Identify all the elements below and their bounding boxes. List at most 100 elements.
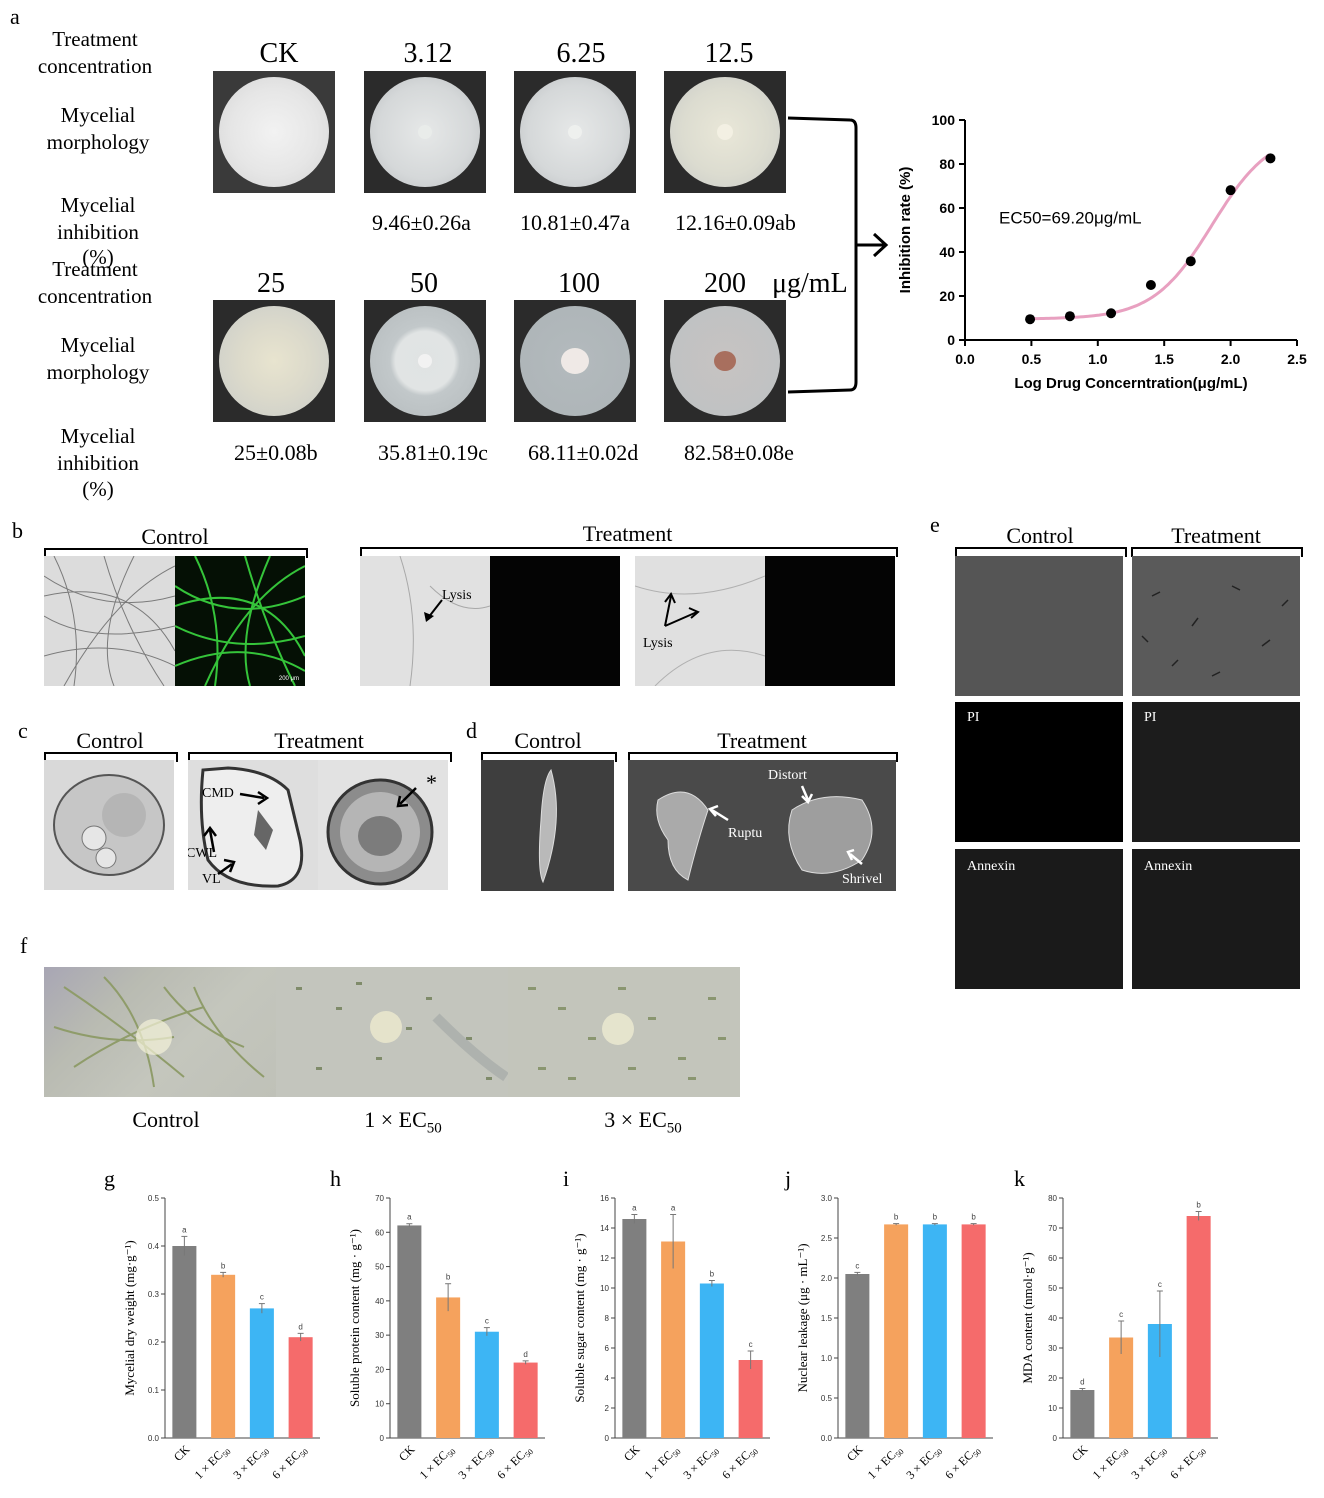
category-subscript: 50: [484, 1447, 496, 1459]
x-tick-label: 2.0: [1221, 351, 1241, 367]
row-label-mycelial-inhibition-2: Mycelial inhibition: [57, 424, 139, 475]
panel-b-control-bracket: [44, 548, 308, 558]
microscopy-treatment2-fluorescence: [765, 556, 895, 686]
petri-dish-50: [364, 300, 486, 422]
microscopy-control-fluorescence: 200 μm: [175, 556, 305, 686]
bar: [436, 1297, 461, 1438]
panel-label-h: h: [330, 1166, 341, 1191]
significance-letter: c: [485, 1317, 489, 1326]
inhibition-value: 10.81±0.47a: [520, 210, 630, 235]
significance-letter: a: [182, 1225, 187, 1234]
significance-letter: b: [1196, 1201, 1201, 1210]
bar: [1109, 1337, 1134, 1438]
panel-label-i: i: [563, 1166, 570, 1191]
category-subscript: 50: [932, 1447, 944, 1459]
significance-letter: d: [523, 1350, 527, 1359]
category-label: 3 × EC50: [1128, 1442, 1169, 1483]
y-tick-label: 2.0: [821, 1274, 833, 1283]
f-caption-3xec50: 3 × EC50: [578, 1107, 708, 1137]
category-label: 1 × EC50: [417, 1442, 458, 1483]
flow-treatment-annexin: Annexin: [1132, 849, 1300, 989]
y-tick-label: 60: [939, 200, 955, 216]
microscopy-f-1xec50: [276, 967, 508, 1097]
bar: [1070, 1390, 1095, 1438]
bracket-arrow-icon: [787, 116, 889, 394]
bar: [397, 1225, 422, 1438]
inhibition-value: 68.11±0.02d: [528, 440, 639, 465]
panel-b-treatment-bracket: [360, 547, 898, 557]
unit-label: μg/mL: [772, 268, 848, 299]
bar: [845, 1274, 870, 1438]
cwl-label: CWL: [188, 846, 218, 861]
microscopy-treatment1-brightfield: Lysis: [360, 556, 490, 686]
rupture-label: Rupture: [728, 826, 762, 841]
inhibition-value: 9.46±0.26a: [372, 210, 471, 235]
y-tick-label: 100: [932, 112, 956, 128]
petri-dish-200: [664, 300, 786, 422]
microscopy-f-control: [44, 967, 276, 1097]
panel-d-treatment-bracket: [628, 752, 898, 762]
bar-chart-y-axis-label: Soluble sugar content (mg · g⁻¹): [572, 1233, 587, 1402]
inhibition-value: 35.81±0.19c: [378, 440, 488, 465]
annexin-label: Annexin: [967, 859, 1016, 874]
category-subscript: 50: [894, 1447, 906, 1459]
y-tick-label: 0.4: [148, 1242, 160, 1251]
y-tick-label: 0: [605, 1434, 610, 1443]
concentration-label: 3.12: [403, 38, 453, 69]
category-label: 3 × EC50: [680, 1442, 721, 1483]
microscopy-control-brightfield: [44, 556, 175, 686]
f-caption-3xec50-sub: 50: [666, 1120, 682, 1137]
bar-chart-y-axis-label: MDA content (nmol·g⁻¹): [1020, 1252, 1035, 1383]
category-label: CK: [396, 1442, 418, 1464]
significance-letter: a: [671, 1204, 676, 1213]
fit-curve: [1030, 153, 1271, 321]
category-label: CK: [844, 1442, 866, 1464]
significance-letter: d: [1080, 1378, 1084, 1387]
bar-chart-y-axis-label: Soluble protein content (mg · g⁻¹): [347, 1229, 362, 1407]
category-subscript: 50: [709, 1447, 721, 1459]
y-tick-label: 4: [605, 1374, 610, 1383]
y-tick-label: 70: [1048, 1224, 1057, 1233]
panel-d-treatment-header: Treatment: [717, 728, 807, 753]
x-tick-label: 1.5: [1154, 351, 1174, 367]
significance-letter: b: [221, 1261, 226, 1270]
category-label: 6 × EC50: [719, 1442, 760, 1483]
f-caption-1xec50-sub: 50: [426, 1120, 442, 1137]
f-caption-1xec50: 1 × EC50: [338, 1107, 468, 1137]
significance-letter: c: [749, 1340, 753, 1349]
significance-star: *: [426, 770, 437, 795]
flow-control-annexin: Annexin: [955, 849, 1123, 989]
concentration-label: 50: [410, 268, 438, 299]
y-tick-label: 8: [605, 1314, 610, 1323]
panel-c-treatment-bracket: [188, 752, 452, 762]
panel-d-control-header: Control: [514, 728, 582, 753]
y-tick-label: 10: [600, 1284, 609, 1293]
y-tick-label: 30: [1048, 1344, 1057, 1353]
y-tick-label: 1.0: [821, 1354, 833, 1363]
bar: [922, 1224, 947, 1438]
panel-e-treatment-bracket: [1131, 547, 1303, 557]
category-subscript: 50: [1157, 1447, 1169, 1459]
bar: [884, 1224, 909, 1438]
petri-dish-3.12: [364, 71, 486, 193]
pi-label: PI: [1144, 710, 1157, 725]
significance-letter: c: [1158, 1280, 1162, 1289]
tem-treatment-2: *: [318, 760, 448, 890]
y-tick-label: 40: [375, 1297, 384, 1306]
category-label: 3 × EC50: [230, 1442, 271, 1483]
bar-chart-y-axis-label: Nuclear leakage (μg · mL⁻¹): [795, 1243, 810, 1392]
category-label: 1 × EC50: [192, 1442, 233, 1483]
category-subscript: 50: [259, 1447, 271, 1459]
y-tick-label: 0: [1053, 1434, 1058, 1443]
sem-treatment-2: Distort Shrivel: [762, 760, 896, 891]
bar: [622, 1219, 647, 1438]
x-tick-label: 0.0: [955, 351, 975, 367]
lysis-label: Lysis: [442, 588, 472, 603]
y-tick-label: 0.0: [148, 1434, 160, 1443]
microscopy-treatment2-brightfield: Lysis: [635, 556, 765, 686]
bar: [961, 1224, 986, 1438]
concentration-label: 6.25: [556, 38, 606, 69]
panel-label-j: j: [785, 1166, 792, 1191]
category-label: 6 × EC50: [494, 1442, 535, 1483]
tem-treatment-1: CMD CWL VL: [188, 760, 318, 890]
